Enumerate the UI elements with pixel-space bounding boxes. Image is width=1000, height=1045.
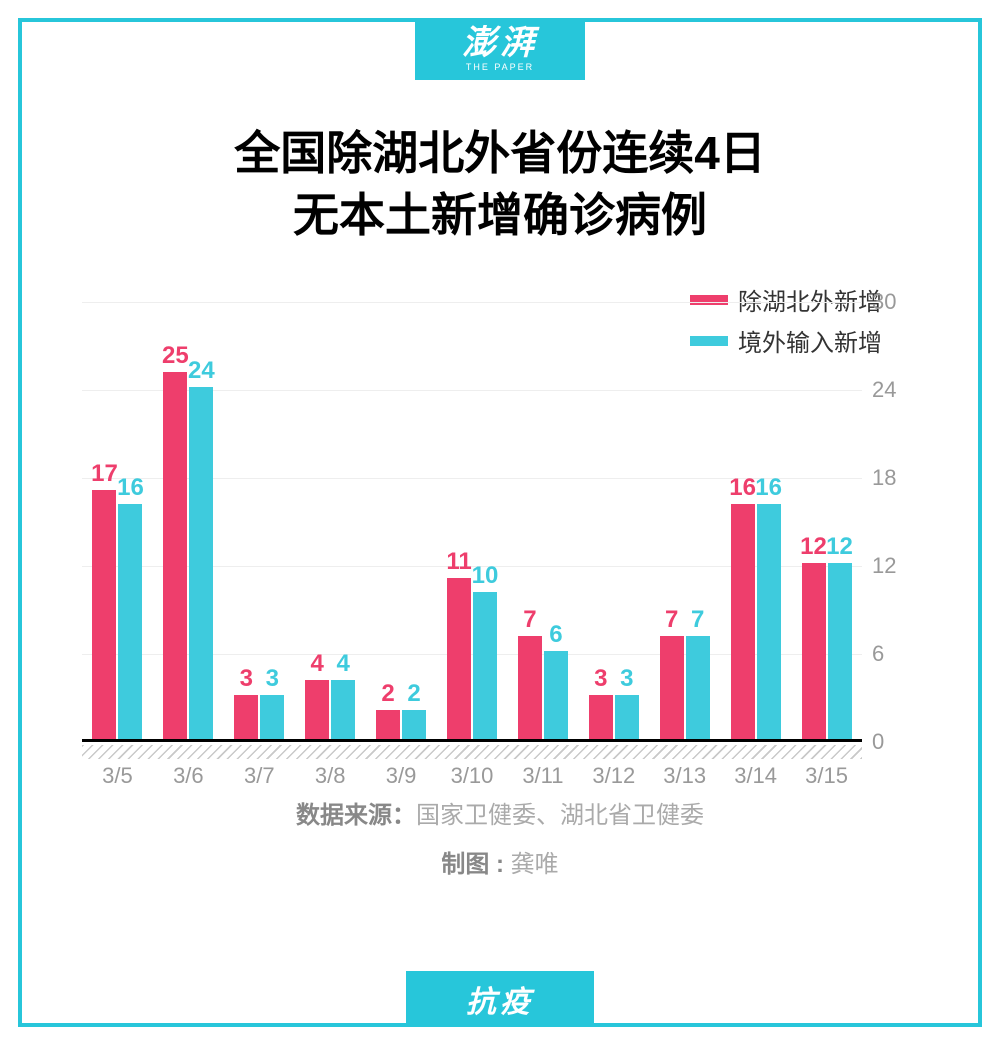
y-axis-tick: 6 <box>872 641 922 667</box>
x-axis-tick: 3/5 <box>102 763 133 789</box>
brand-logo: 澎湃 THE PAPER <box>415 18 585 80</box>
bar: 2 <box>376 710 400 739</box>
bar: 6 <box>544 651 568 739</box>
bar: 3 <box>260 695 284 739</box>
bar: 3 <box>615 695 639 739</box>
author-line: 制图 : 龚唯 <box>22 844 978 879</box>
bar: 11 <box>447 578 471 739</box>
bar-value-label: 3 <box>594 665 607 693</box>
axis-hatching <box>82 745 862 759</box>
bar-value-label: 17 <box>91 460 118 488</box>
bar-value-label: 2 <box>407 680 420 708</box>
title-line-1: 全国除湖北外省份连续4日 <box>22 122 978 184</box>
bar-value-label: 24 <box>188 357 215 385</box>
x-axis-tick: 3/9 <box>386 763 417 789</box>
x-axis-tick: 3/14 <box>734 763 777 789</box>
brand-logo-sub: THE PAPER <box>466 62 534 72</box>
x-axis-tick: 3/13 <box>663 763 706 789</box>
bar-value-label: 16 <box>729 474 756 502</box>
bar-value-label: 16 <box>117 474 144 502</box>
bar: 7 <box>686 636 710 739</box>
bar-value-label: 2 <box>381 680 394 708</box>
bar: 4 <box>305 680 329 739</box>
bar-value-label: 4 <box>310 650 323 678</box>
source-line: 数据来源：国家卫健委、湖北省卫健委 <box>22 795 978 830</box>
bar-value-label: 6 <box>549 621 562 649</box>
footer-banner: 抗疫 <box>406 971 594 1027</box>
bar: 17 <box>92 490 116 739</box>
bar: 7 <box>518 636 542 739</box>
y-axis-tick: 12 <box>872 553 922 579</box>
bar: 16 <box>118 504 142 739</box>
bar: 10 <box>473 592 497 739</box>
brand-logo-main: 澎湃 <box>462 26 538 60</box>
x-axis-tick: 3/15 <box>805 763 848 789</box>
x-axis-tick: 3/11 <box>522 763 563 789</box>
outer-frame: 澎湃 THE PAPER 全国除湖北外省份连续4日 无本土新增确诊病例 除湖北外… <box>18 18 982 1027</box>
bar-value-label: 7 <box>691 606 704 634</box>
bar: 24 <box>189 387 213 739</box>
footer-banner-text: 抗疫 <box>466 977 534 1021</box>
bar: 3 <box>589 695 613 739</box>
plot-region: 0612182430171625243344221110763377161612… <box>82 302 862 742</box>
chart-area: 除湖北外新增境外输入新增 061218243017162524334422111… <box>82 282 922 802</box>
y-axis-tick: 24 <box>872 377 922 403</box>
gridline <box>82 302 862 303</box>
bar-value-label: 10 <box>472 562 499 590</box>
bar-value-label: 16 <box>755 474 782 502</box>
bar: 25 <box>163 372 187 739</box>
bar-value-label: 7 <box>665 606 678 634</box>
x-axis-tick: 3/6 <box>173 763 204 789</box>
bar: 12 <box>802 563 826 739</box>
author-label: 制图 : <box>441 851 510 878</box>
bar-value-label: 4 <box>336 650 349 678</box>
x-axis-tick: 3/12 <box>592 763 635 789</box>
bar: 2 <box>402 710 426 739</box>
bar-value-label: 12 <box>826 533 853 561</box>
y-axis-tick: 18 <box>872 465 922 491</box>
bar-value-label: 11 <box>446 548 471 576</box>
source-label: 数据来源： <box>296 802 416 829</box>
x-axis-tick: 3/7 <box>244 763 275 789</box>
bar: 16 <box>757 504 781 739</box>
y-axis-tick: 30 <box>872 289 922 315</box>
source-value: 国家卫健委、湖北省卫健委 <box>416 802 704 829</box>
author-value: 龚唯 <box>511 851 559 878</box>
bar-value-label: 7 <box>523 606 536 634</box>
bar-value-label: 3 <box>240 665 253 693</box>
bar: 12 <box>828 563 852 739</box>
title-line-2: 无本土新增确诊病例 <box>22 184 978 246</box>
x-axis-tick: 3/8 <box>315 763 346 789</box>
bar-value-label: 3 <box>620 665 633 693</box>
x-axis-tick: 3/10 <box>451 763 494 789</box>
bar-value-label: 12 <box>800 533 827 561</box>
bar-value-label: 25 <box>162 342 189 370</box>
y-axis-tick: 0 <box>872 729 922 755</box>
bar: 7 <box>660 636 684 739</box>
bar: 4 <box>331 680 355 739</box>
bar: 3 <box>234 695 258 739</box>
footer-credits: 数据来源：国家卫健委、湖北省卫健委 制图 : 龚唯 <box>22 795 978 893</box>
chart-title: 全国除湖北外省份连续4日 无本土新增确诊病例 <box>22 122 978 246</box>
bar: 16 <box>731 504 755 739</box>
bar-value-label: 3 <box>266 665 279 693</box>
